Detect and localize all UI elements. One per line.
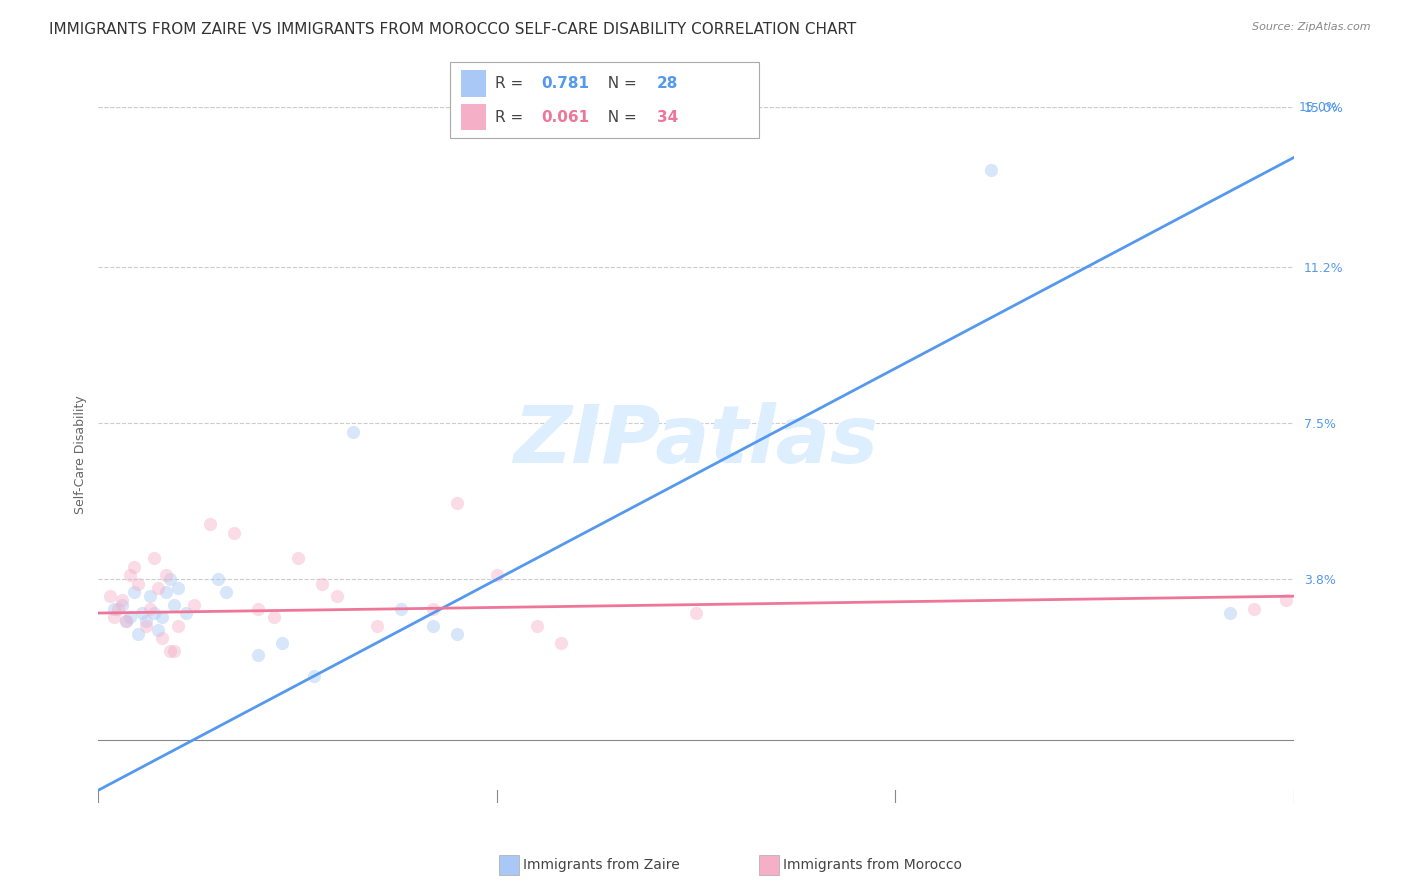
Point [148,623,170,637]
Point [446,627,468,641]
Point [135,618,157,632]
Point [526,618,548,632]
Point [111,598,134,612]
Point [198,517,221,532]
Point [163,598,186,612]
Point [222,525,245,540]
Point [287,551,309,566]
Point [148,581,170,595]
Point [366,618,388,632]
Text: ZIPatlas: ZIPatlas [513,402,879,480]
Point [215,585,238,599]
Text: N =: N = [598,76,641,91]
Text: R =: R = [495,110,529,125]
Point [446,496,468,510]
Text: 15.0%: 15.0% [1299,101,1339,113]
Point [120,610,142,624]
Point [246,602,269,616]
Point [263,610,285,624]
Text: N =: N = [598,110,641,125]
Text: Immigrants from Zaire: Immigrants from Zaire [523,858,679,872]
Point [159,644,181,658]
Point [155,585,177,599]
Point [127,576,149,591]
Point [167,618,190,632]
Point [174,606,197,620]
Point [422,618,444,632]
Point [120,568,142,582]
Point [131,606,153,620]
Point [163,644,186,658]
Text: IMMIGRANTS FROM ZAIRE VS IMMIGRANTS FROM MOROCCO SELF-CARE DISABILITY CORRELATIO: IMMIGRANTS FROM ZAIRE VS IMMIGRANTS FROM… [49,22,856,37]
Point [98,589,122,603]
Text: R =: R = [495,76,529,91]
Point [143,551,166,566]
Point [422,602,444,616]
Point [980,163,1002,178]
Point [115,615,138,629]
Point [485,568,508,582]
Point [326,589,349,603]
Point [115,615,138,629]
Point [150,632,173,646]
Point [342,425,364,439]
Point [103,610,125,624]
Point [150,610,173,624]
Point [111,593,134,607]
Point [127,627,149,641]
Point [107,602,129,616]
Point [135,615,157,629]
Text: 0.061: 0.061 [541,110,589,125]
Text: 0.781: 0.781 [541,76,589,91]
Point [685,606,707,620]
Point [124,585,146,599]
Point [302,669,325,683]
Point [207,572,229,586]
Point [183,598,205,612]
Text: 34: 34 [657,110,678,125]
Point [311,576,333,591]
Point [246,648,269,663]
Point [1243,602,1265,616]
Point [155,568,177,582]
Point [167,581,190,595]
Point [139,602,162,616]
Point [389,602,412,616]
Point [143,606,166,620]
Text: Immigrants from Morocco: Immigrants from Morocco [783,858,962,872]
Point [103,602,125,616]
Point [139,589,162,603]
Point [124,559,146,574]
Text: Source: ZipAtlas.com: Source: ZipAtlas.com [1253,22,1371,32]
Y-axis label: Self-Care Disability: Self-Care Disability [75,395,87,515]
Point [270,635,292,649]
Text: 28: 28 [657,76,678,91]
Point [1274,593,1296,607]
Point [550,635,572,649]
Point [159,572,181,586]
Point [1219,606,1241,620]
